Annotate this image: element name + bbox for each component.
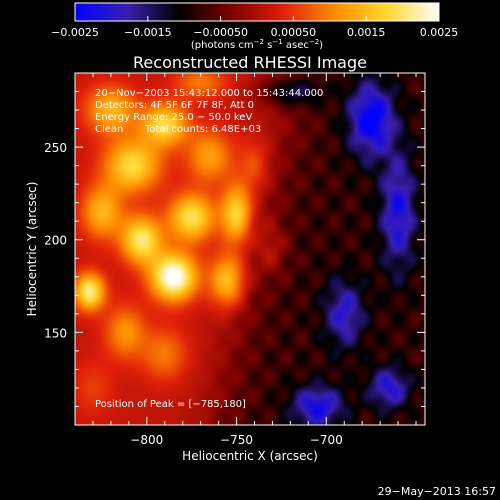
colorbar-tick-label: −0.0015 <box>124 26 172 39</box>
annotation-detectors: Detectors: 4F 5F 6F 7F 8F, Att 0 <box>95 100 254 111</box>
y-tick-label: 150 <box>44 326 67 340</box>
colorbar-ticks: −0.0025 −0.0015 −0.00050 0.00050 0.0015 0.002… <box>51 16 458 39</box>
colorbar-tick-label: −0.00050 <box>193 26 248 39</box>
annotation-algorithm: Clean <box>95 124 123 135</box>
colorbar-tick-label: −0.0025 <box>51 26 99 39</box>
y-axis-label: Heliocentric Y (arcsec) <box>25 182 39 317</box>
plot-date: 29−May−2013 16:57 <box>378 485 496 498</box>
annotation-energy-range: Energy Range: 25.0 − 50.0 keV <box>95 112 252 123</box>
annotation-time-range: 20−Nov−2003 15:43:12.000 to 15:43:44.000 <box>95 88 323 99</box>
x-axis-label: Heliocentric X (arcsec) <box>182 449 318 463</box>
colorbar-tick-label: 0.0015 <box>347 26 386 39</box>
colorbar-tick-label: 0.00050 <box>271 26 317 39</box>
colorbar-tick-label: 0.0025 <box>420 26 459 39</box>
annotation-peak-position: Position of Peak = [−785,180] <box>95 399 246 410</box>
x-tick-label: −800 <box>130 433 163 447</box>
colorbar-unit-label: (photons cm−2 s−1 asec−2) <box>191 38 323 51</box>
colorbar <box>74 2 440 22</box>
y-tick-label: 200 <box>44 234 67 248</box>
heatmap-image <box>75 73 425 425</box>
axis-ticks: −800 −750 −700 150 200 250 <box>44 72 425 447</box>
x-tick-label: −750 <box>220 433 253 447</box>
plot-frame <box>74 72 426 426</box>
y-tick-label: 250 <box>44 141 67 155</box>
annotation-total-counts: Total counts: 6.48E+03 <box>144 124 261 135</box>
chart-title: Reconstructed RHESSI Image <box>133 53 367 72</box>
x-tick-label: −700 <box>310 433 343 447</box>
